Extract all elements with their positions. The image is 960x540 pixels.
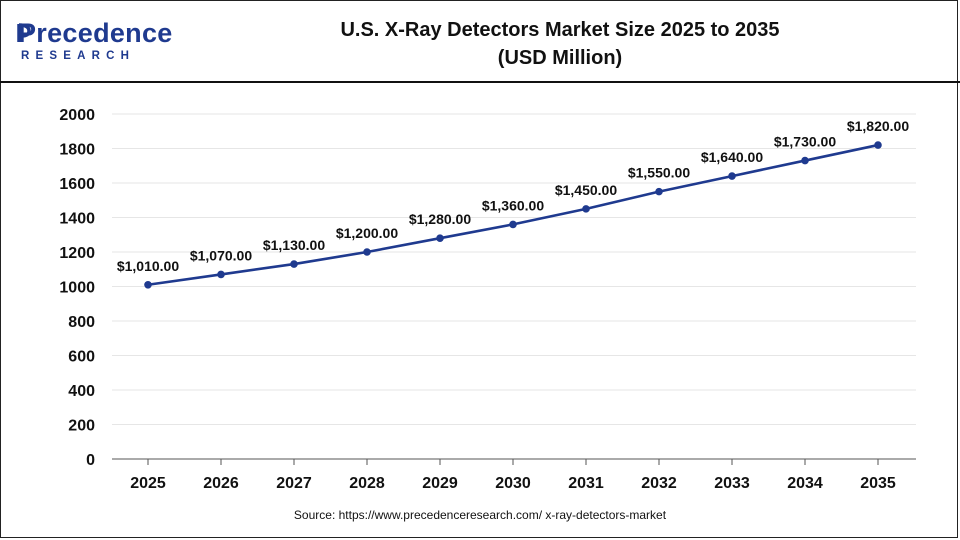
x-tick-label: 2034: [787, 475, 823, 492]
series-line: [147, 143, 879, 287]
precedence-research-logo: Precedence RESEARCH: [17, 14, 172, 64]
y-tick-label: 400: [68, 383, 95, 400]
x-tick-label: 2032: [641, 475, 677, 492]
data-point: [509, 220, 517, 229]
chart-title-line-2: (USD Million): [497, 47, 623, 69]
data-label: $1,130.00: [263, 237, 325, 253]
data-point: [217, 270, 225, 279]
logo-wordmark: Precedence: [18, 18, 173, 48]
y-tick-label: 1000: [59, 280, 95, 297]
x-tick-label: 2026: [203, 475, 239, 492]
y-tick-label: 0: [86, 452, 95, 469]
data-label: $1,820.00: [847, 118, 909, 134]
data-label: $1,450.00: [555, 182, 617, 198]
data-point: [436, 234, 444, 242]
source-note: Source: https://www.precedenceresearch.c…: [293, 508, 667, 522]
data-label: $1,070.00: [190, 247, 252, 263]
header-divider: [0, 81, 960, 83]
x-tick-label: 2030: [495, 475, 531, 492]
data-point: [728, 172, 736, 180]
y-tick-label: 600: [68, 349, 95, 366]
data-label: $1,280.00: [409, 211, 471, 227]
logo-mark-icon: [17, 23, 31, 42]
data-point: [582, 205, 590, 213]
chart-title-line-1: U.S. X-Ray Detectors Market Size 2025 to…: [340, 19, 780, 41]
x-tick-label: 2031: [568, 475, 604, 492]
data-label: $1,200.00: [336, 225, 398, 241]
data-point: [874, 141, 882, 149]
data-label: $1,640.00: [701, 149, 763, 165]
data-label: $1,010.00: [117, 258, 179, 274]
header: Precedence RESEARCH U.S. X-Ray Detectors…: [0, 0, 960, 82]
data-point: [363, 248, 371, 256]
y-tick-label: 1600: [59, 176, 95, 193]
x-tick-label: 2028: [349, 475, 385, 492]
y-tick-label: 1400: [59, 211, 95, 228]
data-label: $1,550.00: [628, 165, 690, 181]
data-point: [144, 280, 152, 289]
chart-title: U.S. X-Ray Detectors Market Size 2025 to…: [250, 16, 870, 72]
y-tick-label: 1200: [59, 245, 95, 262]
data-label: $1,730.00: [774, 134, 836, 150]
y-tick-label: 200: [68, 418, 95, 435]
x-tick-label: 2025: [130, 475, 166, 492]
x-tick-label: 2033: [714, 475, 750, 492]
x-tick-label: 2029: [422, 475, 458, 492]
data-point: [290, 260, 298, 268]
data-label: $1,360.00: [482, 197, 544, 213]
x-tick-label: 2035: [860, 475, 896, 492]
data-point: [655, 187, 663, 196]
data-point: [801, 156, 809, 165]
logo-subtitle: RESEARCH: [21, 50, 136, 62]
y-tick-label: 1800: [59, 142, 95, 159]
x-tick-label: 2027: [276, 475, 312, 492]
y-tick-label: 2000: [59, 107, 95, 124]
y-tick-label: 800: [68, 314, 95, 331]
